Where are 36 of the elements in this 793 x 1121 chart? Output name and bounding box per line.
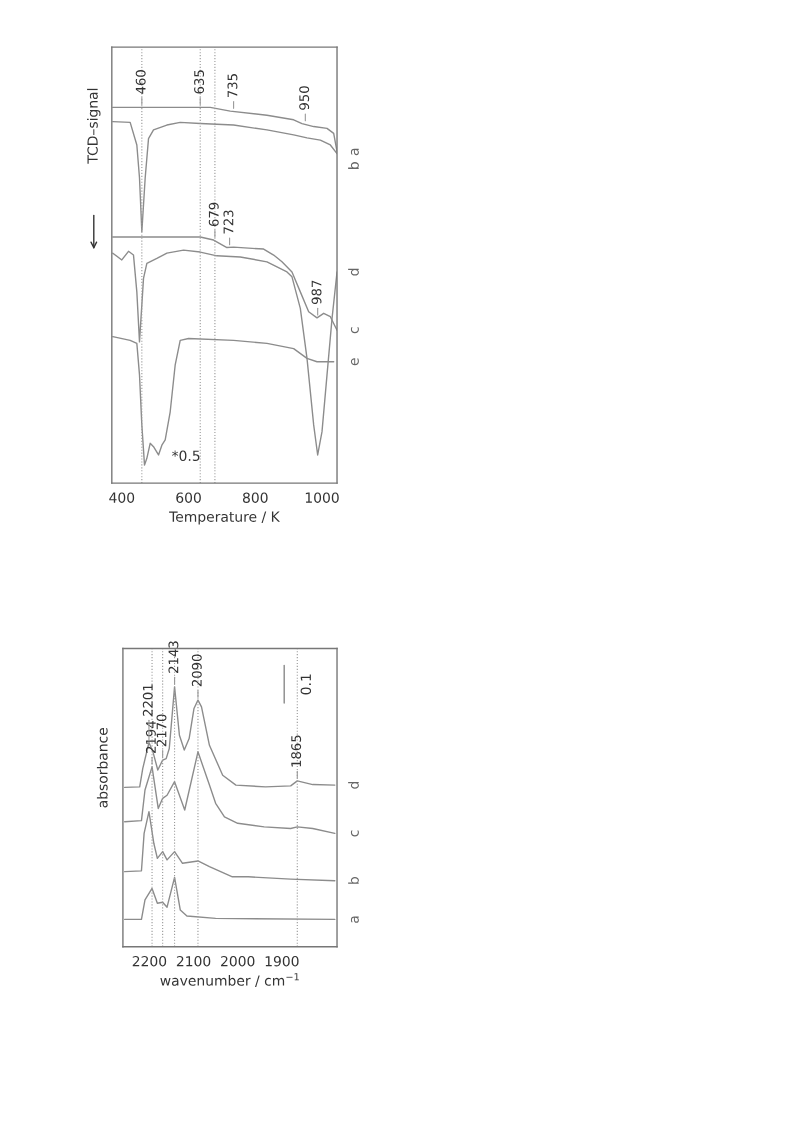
x-axis-title: wavenumber / cm$^{−1}$ bbox=[160, 973, 299, 987]
annotation: 460 bbox=[135, 70, 146, 94]
x-tick-label: 2200 bbox=[132, 955, 167, 967]
annotation: 723 bbox=[223, 210, 234, 234]
annotation: 735 bbox=[227, 74, 238, 98]
text: b bbox=[348, 877, 359, 884]
text: c bbox=[350, 327, 359, 334]
text: d bbox=[348, 781, 359, 789]
x-tick-label: 1900 bbox=[265, 955, 299, 967]
x-tick-label: 600 bbox=[176, 492, 201, 503]
text: e bbox=[350, 358, 359, 366]
x-tick-label: 1000 bbox=[305, 492, 339, 503]
annotation: 0.1 bbox=[300, 674, 312, 695]
x-tick-label: 2000 bbox=[221, 955, 255, 967]
annotation: 950 bbox=[299, 86, 310, 110]
text: d bbox=[348, 268, 359, 276]
x-axis-title: Temperature / K bbox=[169, 511, 280, 525]
text: b bbox=[348, 162, 359, 169]
annotation: 2201 bbox=[142, 684, 153, 716]
x-tick-label: 400 bbox=[109, 492, 135, 503]
annotation: *0.5 bbox=[172, 450, 200, 462]
annotation: 635 bbox=[194, 70, 205, 94]
annotation: 2143 bbox=[168, 641, 179, 673]
annotation: 987 bbox=[311, 280, 322, 304]
x-tick-label: 2100 bbox=[176, 955, 211, 967]
text: c bbox=[350, 830, 359, 837]
annotation: 2090 bbox=[191, 654, 202, 687]
text: a bbox=[350, 916, 359, 923]
x-tick-label: 800 bbox=[242, 492, 268, 503]
annotation: 2170 bbox=[156, 714, 167, 747]
y-axis-title: TCD–signal bbox=[87, 88, 101, 164]
y-axis-title: absorbance bbox=[96, 727, 108, 808]
annotation: 679 bbox=[208, 202, 219, 227]
text: a bbox=[350, 148, 359, 156]
annotation: 1865 bbox=[291, 735, 302, 767]
annotation: 2194 bbox=[145, 721, 156, 753]
